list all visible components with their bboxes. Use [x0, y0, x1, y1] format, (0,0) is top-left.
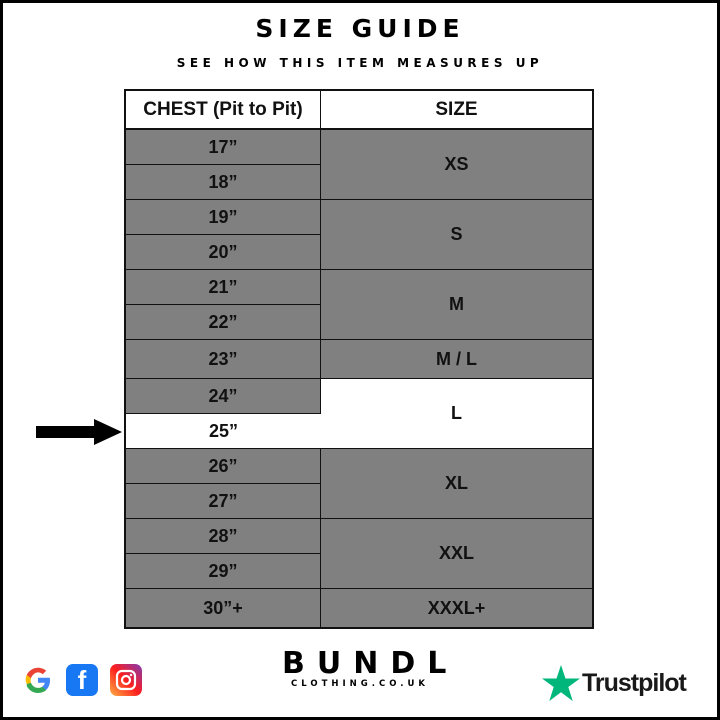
size-cell: XXXL+: [321, 589, 592, 627]
brand-logo: BUNDL CLOTHING.CO.UK: [270, 646, 450, 689]
instagram-icon[interactable]: [110, 664, 142, 696]
trustpilot-logo[interactable]: Trustpilot: [542, 665, 687, 701]
size-cell: XXL: [321, 519, 592, 589]
chest-cell: 26”: [126, 449, 321, 484]
page-title: SIZE GUIDE: [255, 14, 465, 43]
chest-cell: 29”: [126, 554, 321, 589]
chest-cell: 19”: [126, 200, 321, 235]
size-table: CHEST (Pit to Pit) SIZE 17” 18” 19” 20” …: [124, 89, 594, 629]
chest-cell: 20”: [126, 235, 321, 270]
chest-cell-highlighted: 25”: [126, 414, 321, 449]
chest-cell: 27”: [126, 484, 321, 519]
header-chest: CHEST (Pit to Pit): [126, 91, 321, 130]
size-cell: M: [321, 270, 592, 340]
size-cell: XS: [321, 130, 592, 200]
size-cell: M / L: [321, 340, 592, 379]
chest-cell: 22”: [126, 305, 321, 340]
trustpilot-label: Trustpilot: [582, 668, 687, 697]
chest-cell: 28”: [126, 519, 321, 554]
chest-cell: 17”: [126, 130, 321, 165]
size-cell: S: [321, 200, 592, 270]
chest-cell: 23”: [126, 340, 321, 379]
chest-cell: 21”: [126, 270, 321, 305]
page-subtitle: SEE HOW THIS ITEM MEASURES UP: [176, 56, 544, 70]
size-cell-highlighted: L: [321, 379, 592, 449]
size-cell: XL: [321, 449, 592, 519]
social-icons: f: [22, 664, 142, 696]
header-size: SIZE: [321, 91, 592, 130]
google-icon[interactable]: [22, 664, 54, 696]
arrow-right-icon: [36, 419, 122, 445]
facebook-icon[interactable]: f: [66, 664, 98, 696]
brand-name: BUNDL: [282, 646, 459, 681]
chest-cell: 30”+: [126, 589, 321, 627]
chest-cell: 24”: [126, 379, 321, 414]
chest-cell: 18”: [126, 165, 321, 200]
trustpilot-star-icon: [542, 665, 580, 701]
brand-subtitle: CLOTHING.CO.UK: [291, 679, 429, 689]
